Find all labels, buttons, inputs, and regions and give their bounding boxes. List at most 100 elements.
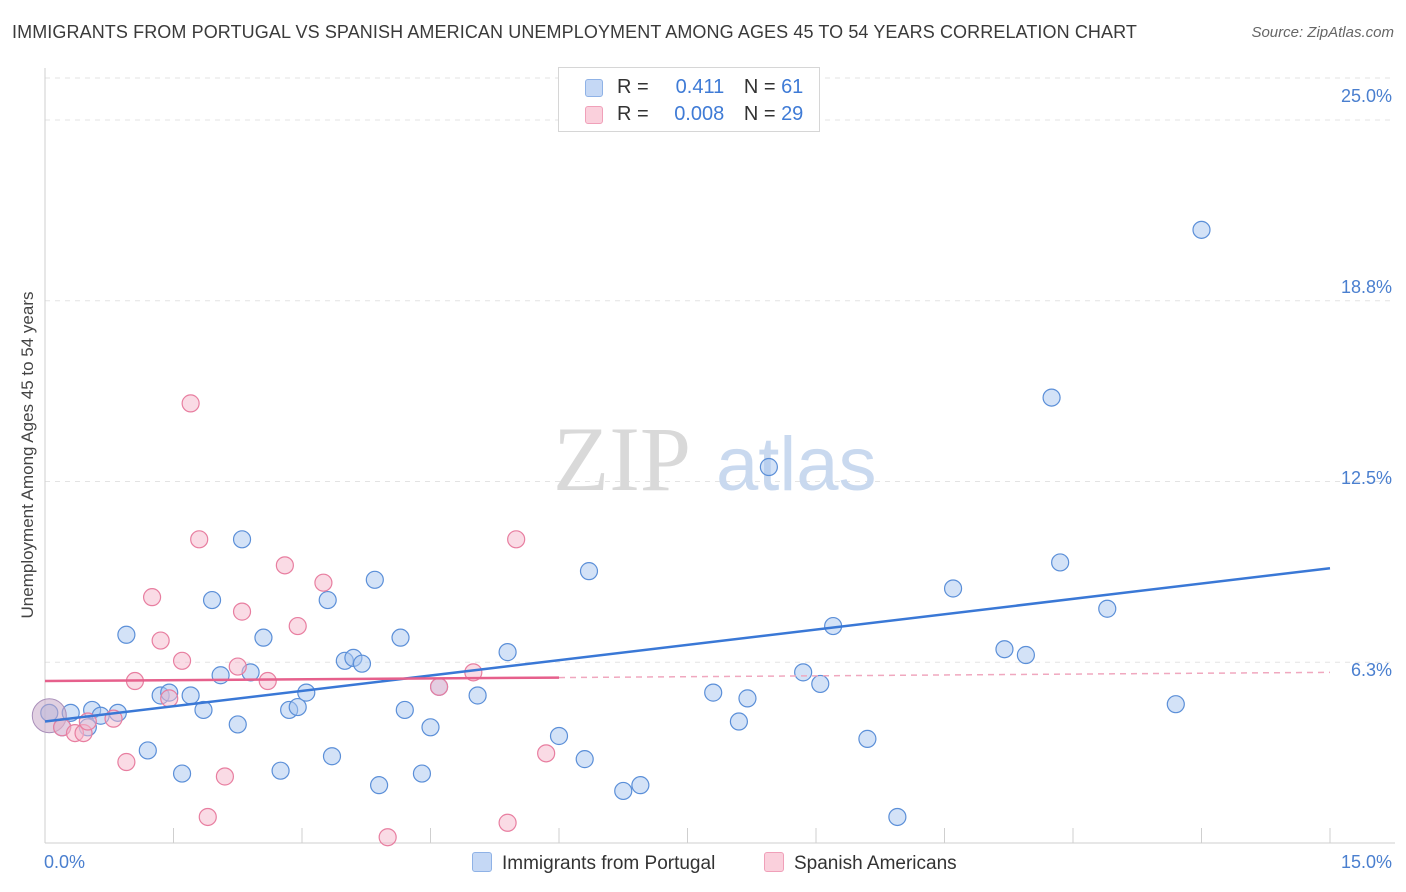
point-spanish-21 <box>378 828 397 847</box>
point-portugal-58 <box>1166 695 1185 714</box>
point-spanish-18 <box>275 556 294 575</box>
legend-r-value: 0.411 <box>675 76 725 98</box>
point-spanish-13 <box>198 807 217 827</box>
y-tick-25-0: 25.0% <box>1340 86 1392 106</box>
point-spanish-26 <box>537 744 556 763</box>
point-portugal-54 <box>1016 645 1035 665</box>
trend-lines <box>44 566 1331 723</box>
point-spanish-14 <box>215 767 234 786</box>
point-portugal-36 <box>468 686 487 705</box>
point-spanish-17 <box>258 671 277 691</box>
watermark-atlas: atlas <box>716 422 877 507</box>
point-portugal-38 <box>549 726 569 746</box>
bottom-legend-label-spanish: Spanish Americans <box>794 853 957 874</box>
point-portugal-56 <box>1051 553 1070 572</box>
legend-swatch-blue <box>585 79 603 97</box>
trend-portugal <box>44 566 1331 723</box>
correlation-legend: R = 0.411 N = 61 R = 0.008 N = 29 <box>558 67 820 132</box>
point-portugal-28 <box>352 654 372 673</box>
point-portugal-15 <box>211 666 230 685</box>
point-portugal-44 <box>729 712 749 731</box>
point-portugal-53 <box>995 640 1014 659</box>
bottom-legend-label-portugal: Immigrants from Portugal <box>502 853 716 874</box>
legend-n-value: 29 <box>781 103 804 125</box>
trend-spanish-solid <box>44 676 560 683</box>
legend-r-label: R = <box>617 76 649 98</box>
point-portugal-51 <box>888 807 907 827</box>
point-spanish-15 <box>228 657 247 676</box>
point-portugal-20 <box>271 761 290 780</box>
point-spanish-9 <box>160 689 179 708</box>
point-portugal-40 <box>579 562 599 581</box>
point-spanish-24 <box>498 813 517 832</box>
point-portugal-16 <box>228 715 247 734</box>
point-portugal-31 <box>391 628 410 647</box>
x-tick-0: 0.0% <box>44 852 86 872</box>
point-portugal-23 <box>297 683 316 702</box>
point-portugal-43 <box>704 683 723 702</box>
point-portugal-25 <box>322 747 342 766</box>
point-portugal-33 <box>412 764 432 783</box>
legend-r-value: 0.008 <box>674 103 725 125</box>
point-portugal-41 <box>614 781 633 801</box>
point-spanish-12 <box>190 530 209 549</box>
point-spanish-7 <box>142 588 162 607</box>
point-portugal-55 <box>1042 388 1061 407</box>
point-portugal-48 <box>811 674 830 694</box>
point-portugal-30 <box>370 776 389 795</box>
point-spanish-8 <box>151 631 170 650</box>
point-portugal-19 <box>254 628 273 647</box>
point-spanish-11 <box>181 394 200 413</box>
point-portugal-7 <box>117 625 136 644</box>
point-portugal-39 <box>575 750 594 769</box>
legend-n-label: N = <box>743 76 776 98</box>
source-label: Source: ZipAtlas.com <box>1251 24 1394 41</box>
point-portugal-42 <box>631 776 650 795</box>
point-portugal-34 <box>421 718 440 737</box>
point-spanish-20 <box>314 573 333 592</box>
legend-n-label: N = <box>743 103 776 125</box>
legend-r-label: R = <box>617 103 649 125</box>
point-portugal-12 <box>181 686 200 705</box>
point-portugal-24 <box>318 590 337 610</box>
bottom-legend-swatch-pink <box>764 852 784 872</box>
bottom-legend-spanish: Spanish Americans <box>764 852 957 875</box>
point-portugal-14 <box>202 590 222 610</box>
trend-spanish-dashed <box>558 671 1331 679</box>
legend-n-value: 61 <box>781 76 804 98</box>
y-tick-18-8: 18.8% <box>1340 277 1392 297</box>
chart-title: IMMIGRANTS FROM PORTUGAL VS SPANISH AMER… <box>12 22 1138 42</box>
point-portugal-29 <box>365 570 384 589</box>
point-portugal-37 <box>498 643 517 662</box>
x-tick-15: 15.0% <box>1340 852 1392 872</box>
y-axis-label: Unemployment Among Ages 45 to 54 years <box>18 291 37 619</box>
bottom-legend-portugal: Immigrants from Portugal <box>472 852 715 875</box>
point-portugal-50 <box>858 729 877 748</box>
point-portugal-22 <box>288 697 307 717</box>
point-spanish-22 <box>429 677 449 696</box>
series-immigrants-from-portugal <box>31 220 1211 827</box>
grid-lines <box>45 77 1395 663</box>
point-portugal-52 <box>943 579 963 598</box>
point-portugal-11 <box>172 764 192 783</box>
point-portugal-8 <box>138 741 157 760</box>
watermark: ZIP atlas <box>553 408 877 510</box>
watermark-zip: ZIP <box>553 408 691 510</box>
point-spanish-10 <box>172 651 192 670</box>
bottom-legend-swatch-blue <box>472 852 492 872</box>
point-spanish-19 <box>288 616 307 636</box>
point-portugal-47 <box>794 663 813 682</box>
point-portugal-46 <box>759 457 778 477</box>
point-portugal-59 <box>1192 220 1211 239</box>
point-spanish-16 <box>232 602 252 621</box>
y-tick-6-3: 6.3% <box>1350 660 1392 680</box>
series-spanish-americans <box>53 394 556 847</box>
point-spanish-5 <box>117 752 136 772</box>
point-portugal-32 <box>395 700 414 720</box>
point-portugal-17 <box>232 530 252 549</box>
point-portugal-45 <box>738 689 757 708</box>
point-portugal-57 <box>1098 599 1117 618</box>
y-tick-12-5: 12.5% <box>1340 468 1392 488</box>
legend-swatch-pink <box>585 106 603 124</box>
